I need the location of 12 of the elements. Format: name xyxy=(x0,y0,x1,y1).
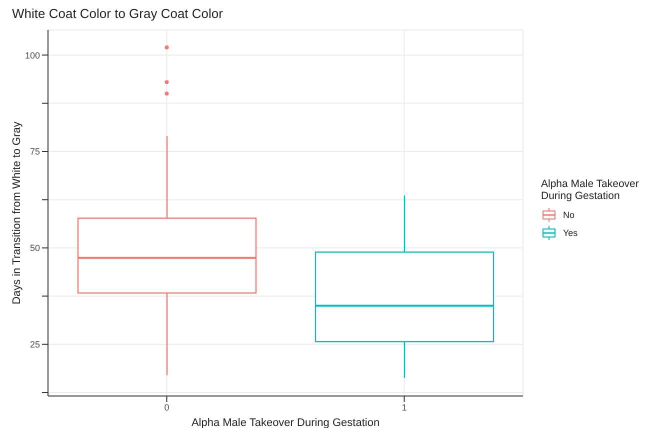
legend-title: Alpha Male Takeover During Gestation xyxy=(541,178,640,202)
legend-label: Yes xyxy=(563,228,578,238)
y-axis-title: Days in Transition from White to Gray xyxy=(10,121,23,304)
y-tick-label: 75 xyxy=(30,146,40,157)
x-axis-title: Alpha Male Takeover During Gestation xyxy=(191,417,380,428)
x-tick-label: 1 xyxy=(402,402,407,412)
legend-label: No xyxy=(563,210,575,220)
x-tick-label: 0 xyxy=(164,402,170,412)
y-tick-label: 50 xyxy=(30,243,40,254)
y-tick-label: 25 xyxy=(30,340,40,350)
chart-title: White Coat Color to Gray Coat Color xyxy=(12,6,223,21)
y-tick-label: 100 xyxy=(24,50,40,60)
